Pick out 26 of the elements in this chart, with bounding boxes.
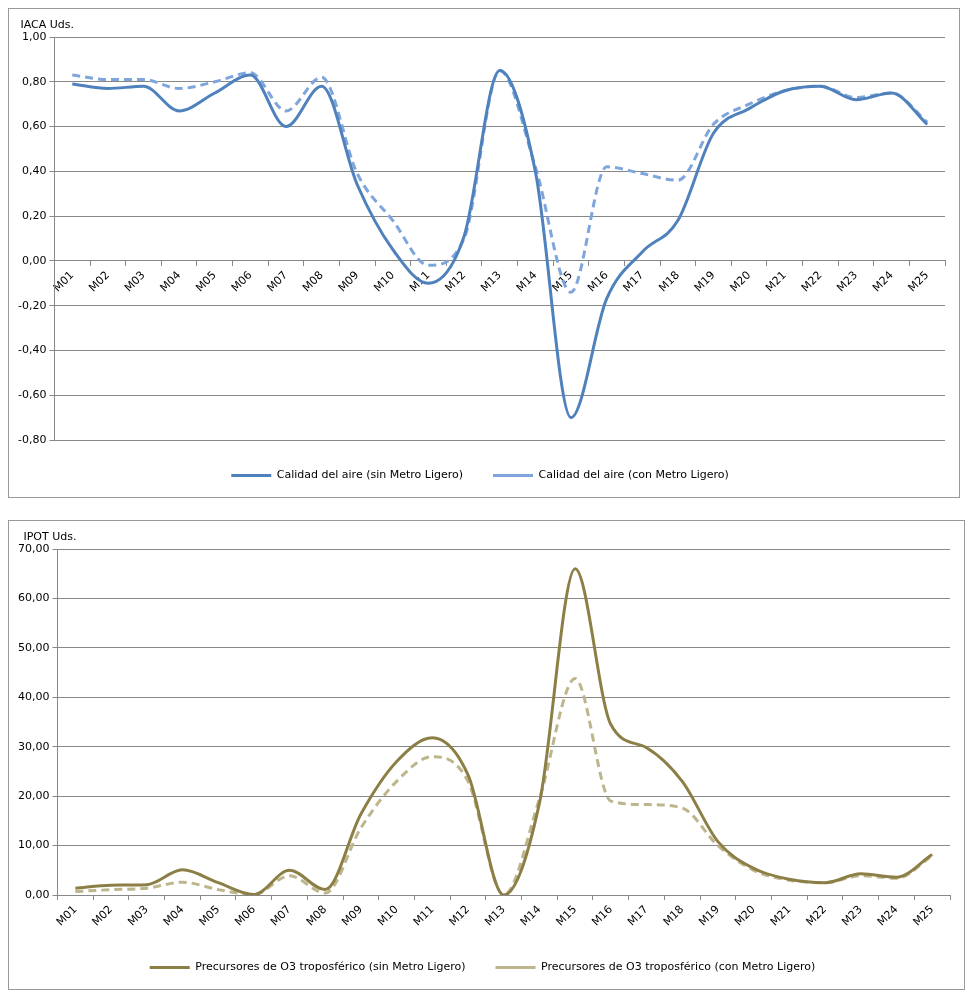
y-tick-label: 70,00 [17,541,50,555]
y-tick-label: 0,40 [21,164,47,178]
y-tick-label: -0,80 [17,432,47,446]
legend-label: Calidad del aire (sin Metro Ligero) [276,468,464,482]
y-tick-label: 0,80 [21,74,47,88]
y-tick-label: 0,60 [21,119,47,133]
y-tick-label: 0,00 [24,887,50,901]
line-series [73,677,934,896]
y-tick-label: -0,20 [17,298,47,312]
y-tick-label: 60,00 [17,591,50,605]
y-axis-title: IPOT Uds. [23,530,77,544]
legend-label: Precursores de O3 troposférico (sin Metro Ligero) [195,960,466,974]
y-tick-label: 0,00 [21,253,47,267]
y-tick-label: 50,00 [17,640,50,654]
y-tick-label: 30,00 [17,739,50,753]
legend-label: Calidad del aire (con Metro Ligero) [538,468,729,482]
y-tick-label: 10,00 [17,838,50,852]
y-tick-label: -0,40 [17,343,47,357]
legend-label: Precursores de O3 troposférico (con Metro Ligero) [541,960,816,974]
y-tick-label: 40,00 [17,690,50,704]
y-tick-label: -0,60 [17,388,47,402]
y-tick-label: 1,00 [21,29,47,43]
y-tick-label: 20,00 [17,789,50,803]
y-axis-title: IACA Uds. [20,18,75,32]
y-tick-label: 0,20 [21,208,47,222]
line-series [73,567,934,896]
